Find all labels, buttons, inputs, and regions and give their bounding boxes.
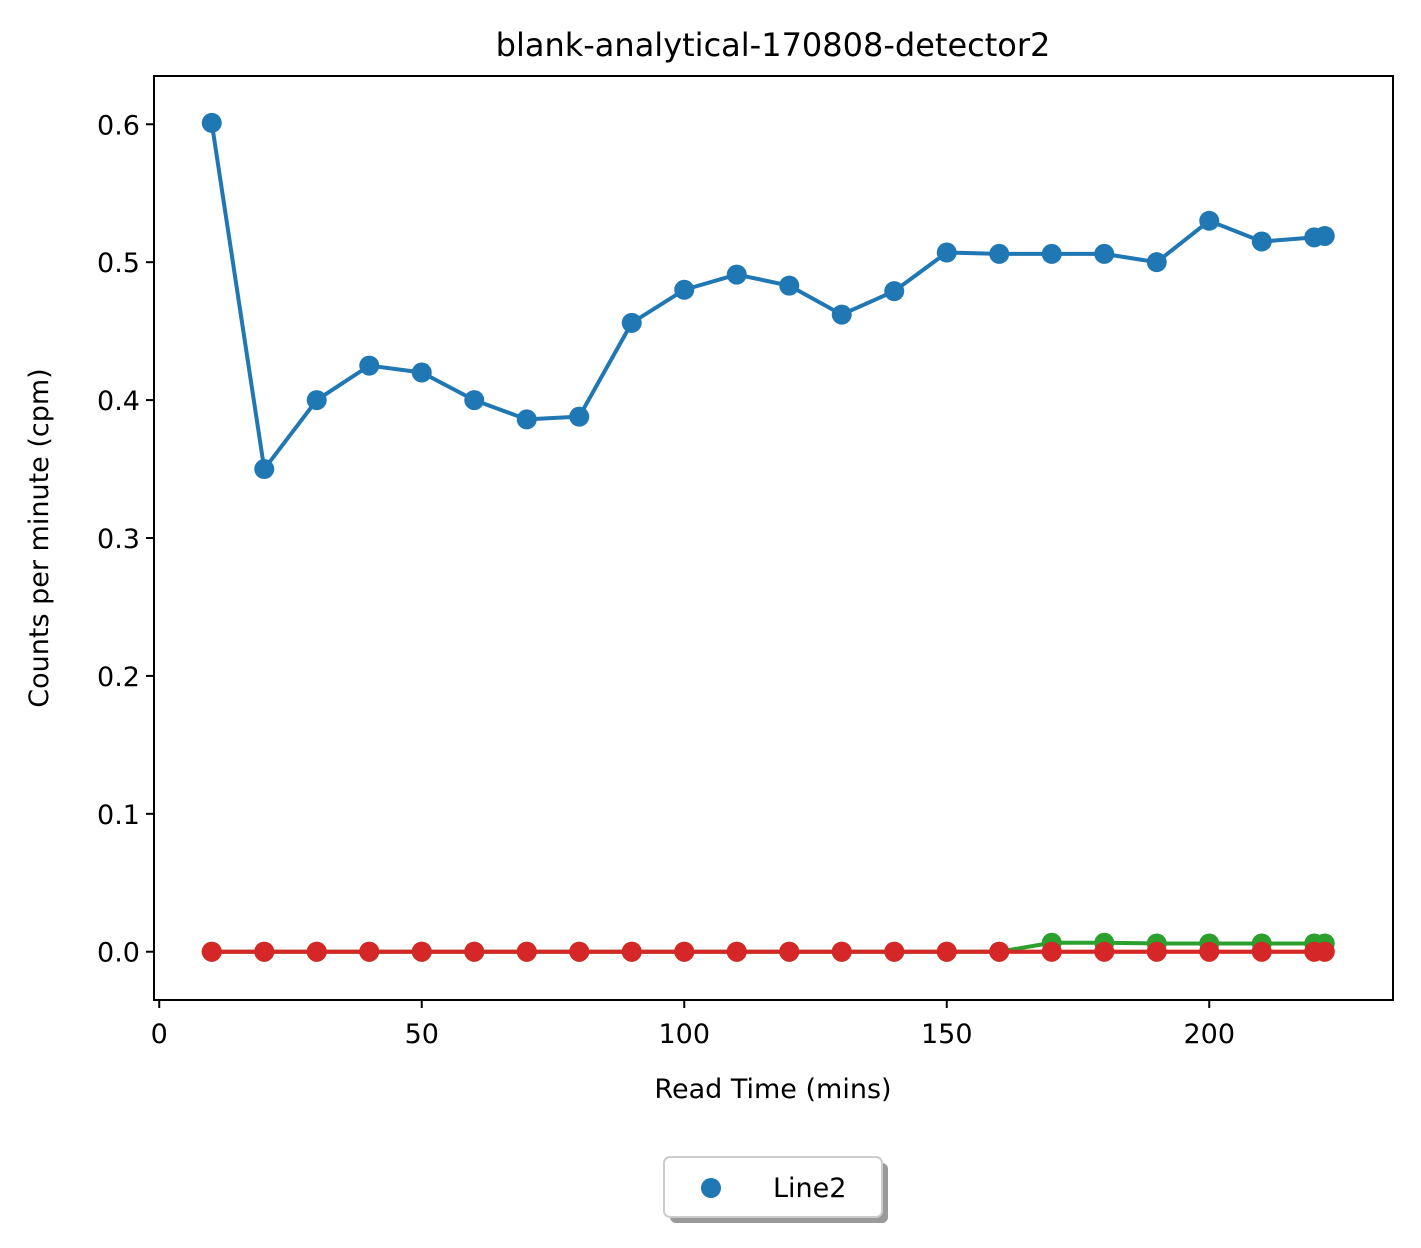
series-4-point	[674, 941, 695, 962]
series-1-point	[359, 355, 380, 376]
legend-marker-line2	[701, 1178, 721, 1198]
chart-title: blank-analytical-170808-detector2	[496, 26, 1051, 64]
y-tick-label: 0.2	[97, 662, 140, 693]
series-1-point	[411, 362, 432, 383]
y-axis-label: Counts per minute (cpm)	[24, 368, 55, 707]
series-4-point	[1251, 941, 1272, 962]
axis-ticks: 0 50 100 150 200 0.0 0.1 0.2 0.3 0.4 0.5 0.6	[97, 110, 1235, 1050]
series-4-point	[201, 941, 222, 962]
series-4-point	[359, 941, 380, 962]
series-1-point	[831, 304, 852, 325]
series-4-point	[1041, 941, 1062, 962]
series-4-point	[254, 941, 275, 962]
series-4-point	[1146, 941, 1167, 962]
y-tick-label: 0.3	[97, 524, 140, 555]
series-4-point	[1314, 941, 1335, 962]
y-tick-label: 0.4	[97, 386, 140, 417]
series-1-point	[1199, 210, 1220, 231]
x-tick-label: 0	[151, 1019, 168, 1050]
x-tick-label: 100	[658, 1019, 710, 1050]
x-tick-label: 200	[1183, 1019, 1235, 1050]
series-1-point	[621, 312, 642, 333]
series-4-point	[1199, 941, 1220, 962]
plot-area-frame	[153, 75, 1394, 1001]
y-tick-label: 0.0	[97, 938, 140, 969]
series-layer	[201, 112, 1335, 962]
series-4-point	[621, 941, 642, 962]
series-1-point	[1094, 243, 1115, 264]
series-4	[201, 941, 1335, 962]
series-1-point	[254, 459, 275, 480]
series-4-point	[884, 941, 905, 962]
y-tick-label: 0.1	[97, 800, 140, 831]
series-1-point	[884, 281, 905, 302]
series-4-point	[831, 941, 852, 962]
series-1-point	[1146, 252, 1167, 273]
series-4-point	[464, 941, 485, 962]
series-4-point	[726, 941, 747, 962]
series-1-point	[726, 264, 747, 285]
series-1	[201, 112, 1335, 480]
series-1-point	[516, 409, 537, 430]
series-4-point	[569, 941, 590, 962]
series-4-point	[306, 941, 327, 962]
series-1-point	[464, 390, 485, 411]
series-4-point	[1094, 941, 1115, 962]
legend-label-line2: Line2	[773, 1173, 846, 1204]
series-1-point	[1041, 243, 1062, 264]
legend-box	[663, 1156, 883, 1218]
series-1-point	[674, 279, 695, 300]
series-1-point	[569, 406, 590, 427]
x-tick-label: 150	[921, 1019, 973, 1050]
series-4-point	[936, 941, 957, 962]
series-1-point	[201, 112, 222, 133]
series-1-point	[779, 275, 800, 296]
series-1-point	[936, 242, 957, 263]
x-axis-label: Read Time (mins)	[654, 1074, 891, 1105]
y-tick-label: 0.5	[97, 248, 140, 279]
series-4-point	[411, 941, 432, 962]
series-1-point	[1314, 225, 1335, 246]
legend: Line2	[663, 1156, 888, 1223]
series-1-line	[209, 122, 1326, 472]
x-tick-label: 50	[405, 1019, 439, 1050]
series-4-point	[779, 941, 800, 962]
series-1-point	[1251, 231, 1272, 252]
series-1-point	[989, 243, 1010, 264]
y-tick-label: 0.6	[97, 110, 140, 141]
series-4-point	[516, 941, 537, 962]
series-4-point	[989, 941, 1010, 962]
series-1-point	[306, 390, 327, 411]
